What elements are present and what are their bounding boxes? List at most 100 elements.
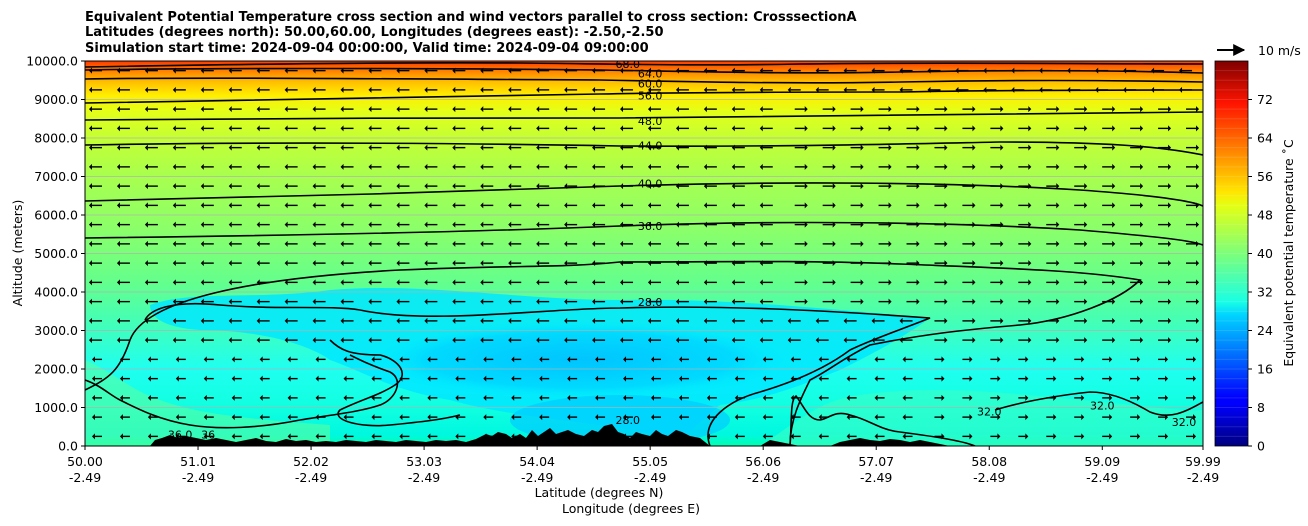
x-tick-label-lon: -2.49 — [295, 470, 327, 485]
wind-vector-head — [1112, 125, 1116, 132]
y-tick-label: 10000.0 — [26, 54, 78, 69]
wind-vector-head — [790, 375, 794, 382]
wind-vector-head — [818, 356, 822, 363]
wind-vector-head — [675, 144, 679, 151]
wind-vector-head — [1168, 202, 1172, 209]
wind-vector-head — [1095, 86, 1099, 93]
contour-label: 36.0 — [638, 220, 663, 233]
wind-vector-head — [592, 317, 596, 324]
wind-vector-head — [539, 433, 543, 440]
wind-vector-head — [1168, 337, 1172, 344]
wind-vector-head — [860, 202, 864, 209]
wind-vector-head — [703, 317, 707, 324]
wind-vector-head — [144, 67, 148, 74]
wind-vector-head — [650, 433, 654, 440]
wind-vector-head — [88, 144, 92, 151]
wind-vector-head — [1109, 433, 1113, 440]
wind-vector-head — [200, 202, 204, 209]
wind-vector-head — [972, 125, 976, 132]
wind-vector-head — [1137, 414, 1141, 421]
contour-label: 36.0 — [168, 428, 193, 441]
wind-vector-head — [287, 433, 291, 440]
wind-vector-head — [650, 375, 654, 382]
wind-vector-head — [564, 337, 568, 344]
wind-vector-head — [620, 67, 624, 74]
wind-vector-head — [1140, 260, 1144, 267]
wind-vector-head — [832, 221, 836, 228]
wind-vector-head — [983, 86, 987, 93]
wind-vector-head — [1084, 183, 1088, 190]
wind-vector-head — [1084, 221, 1088, 228]
wind-vector-head — [706, 433, 710, 440]
wind-vector-head — [706, 414, 710, 421]
colorbar-gradient — [1214, 60, 1249, 447]
wind-vector-head — [1053, 356, 1057, 363]
wind-vector-head — [536, 298, 540, 305]
wind-vector-head — [1112, 183, 1116, 190]
contour-label: 68.0 — [616, 58, 641, 71]
wind-vector-head — [284, 240, 288, 247]
wind-vector-head — [874, 433, 878, 440]
wind-vector-head — [972, 337, 976, 344]
wind-vector-head — [256, 125, 260, 132]
wind-vector-head — [647, 163, 651, 170]
wind-vector-head — [647, 260, 651, 267]
wind-vector-head — [1011, 86, 1015, 93]
wind-vector-head — [620, 337, 624, 344]
x-tick-label-lat: 52.02 — [293, 454, 329, 469]
contour-64 — [85, 67, 1203, 74]
wind-vector-head — [759, 106, 763, 113]
contour-label: 28.0 — [638, 296, 663, 309]
wind-vector-head — [396, 202, 400, 209]
colorbar-tick-label: 32 — [1257, 285, 1273, 300]
wind-vector-head — [592, 67, 596, 74]
wind-vector-head — [368, 202, 372, 209]
wind-vector-head — [1056, 260, 1060, 267]
wind-vector-head — [759, 279, 763, 286]
wind-vector-head — [731, 337, 735, 344]
wind-vector-head — [1000, 279, 1004, 286]
wind-vector-head — [675, 240, 679, 247]
wind-vector-head — [647, 202, 651, 209]
wind-vector-head — [284, 221, 288, 228]
wind-vector-head — [1168, 144, 1172, 151]
wind-vector-head — [1028, 183, 1032, 190]
wind-vector-head — [399, 375, 403, 382]
wind-vector-head — [675, 67, 679, 74]
wind-vector-head — [620, 221, 624, 228]
wind-vector-head — [256, 106, 260, 113]
wind-vector-head — [1056, 183, 1060, 190]
wind-vector-head — [759, 317, 763, 324]
wind-vector-head — [88, 125, 92, 132]
wind-vector-head — [91, 414, 95, 421]
wind-vector-head — [1056, 106, 1060, 113]
wind-vector-head — [592, 298, 596, 305]
wind-vector-head — [564, 163, 568, 170]
y-axis-label: Altitude (meters) — [10, 200, 25, 307]
wind-vector-head — [480, 260, 484, 267]
wind-vector-head — [1084, 279, 1088, 286]
warm-lowlevel-region — [760, 390, 1203, 446]
wind-vector-head — [1179, 86, 1183, 93]
wind-vector-head — [703, 86, 707, 93]
wind-vector-head — [564, 202, 568, 209]
wind-vector-head — [832, 183, 836, 190]
wind-vector-head — [734, 394, 738, 401]
wind-vector-head — [1056, 317, 1060, 324]
wind-vector-head — [860, 298, 864, 305]
wind-vector-head — [144, 86, 148, 93]
wind-vector-head — [678, 433, 682, 440]
wind-vector-head — [567, 433, 571, 440]
wind-vector-head — [1056, 125, 1060, 132]
wind-vector-head — [340, 144, 344, 151]
wind-vector-head — [483, 433, 487, 440]
wind-vector-head — [1196, 221, 1200, 228]
wind-vector-head — [818, 375, 822, 382]
x-tick-label-lat: 59.09 — [1084, 454, 1120, 469]
wind-vector-head — [860, 125, 864, 132]
wind-vector-head — [997, 394, 1001, 401]
wind-vector-head — [592, 337, 596, 344]
wind-vector-head — [287, 414, 291, 421]
wind-vector-head — [843, 337, 847, 344]
wind-vector-head — [944, 125, 948, 132]
